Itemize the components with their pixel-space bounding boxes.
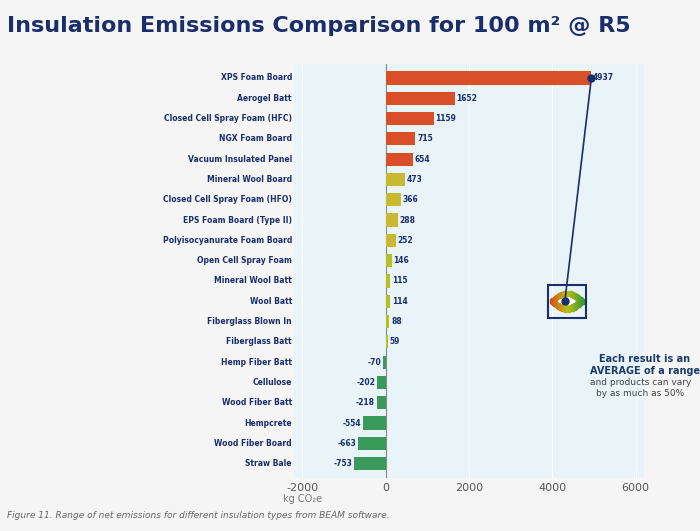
Bar xyxy=(358,437,386,450)
Text: -202: -202 xyxy=(357,378,376,387)
Bar xyxy=(386,152,413,166)
Text: 715: 715 xyxy=(417,134,433,143)
Text: Open Cell Spray Foam: Open Cell Spray Foam xyxy=(197,256,292,265)
Text: Hemp Fiber Batt: Hemp Fiber Batt xyxy=(221,358,292,367)
Bar xyxy=(354,457,386,470)
Bar xyxy=(377,396,386,409)
Text: Polyisocyanurate Foam Board: Polyisocyanurate Foam Board xyxy=(162,236,292,245)
Text: and products can vary
by as much as 50%: and products can vary by as much as 50% xyxy=(590,379,691,398)
Bar xyxy=(386,295,391,308)
Bar xyxy=(386,92,454,105)
Bar xyxy=(386,193,401,207)
Text: Hempcrete: Hempcrete xyxy=(244,418,292,427)
Text: Closed Cell Spray Foam (HFO): Closed Cell Spray Foam (HFO) xyxy=(163,195,292,204)
Text: 146: 146 xyxy=(393,256,410,265)
Text: Vacuum Insulated Panel: Vacuum Insulated Panel xyxy=(188,155,292,164)
Text: 1159: 1159 xyxy=(435,114,456,123)
Text: Straw Bale: Straw Bale xyxy=(246,459,292,468)
Text: -218: -218 xyxy=(356,398,375,407)
Text: Aerogel Batt: Aerogel Batt xyxy=(237,94,292,102)
Text: Figure 11. Range of net emissions for different insulation types from BEAM softw: Figure 11. Range of net emissions for di… xyxy=(7,511,390,520)
Bar xyxy=(386,254,392,267)
Text: 115: 115 xyxy=(392,277,407,286)
Bar xyxy=(386,213,398,227)
Text: 88: 88 xyxy=(391,317,402,326)
Bar xyxy=(377,376,386,389)
Bar xyxy=(386,132,416,145)
Bar xyxy=(363,416,386,430)
Text: Fiberglass Batt: Fiberglass Batt xyxy=(226,337,292,346)
Bar xyxy=(386,112,434,125)
Bar xyxy=(386,234,396,247)
Text: Closed Cell Spray Foam (HFC): Closed Cell Spray Foam (HFC) xyxy=(164,114,292,123)
Text: 114: 114 xyxy=(392,297,408,306)
Text: 654: 654 xyxy=(414,155,430,164)
Bar xyxy=(383,356,386,369)
Text: NGX Foam Board: NGX Foam Board xyxy=(219,134,292,143)
Bar xyxy=(386,173,405,186)
Text: 473: 473 xyxy=(407,175,423,184)
Text: 366: 366 xyxy=(402,195,419,204)
Text: Insulation Emissions Comparison for 100 m² @ R5: Insulation Emissions Comparison for 100 … xyxy=(7,16,631,36)
Bar xyxy=(386,315,389,328)
Text: -753: -753 xyxy=(334,459,353,468)
Text: Cellulose: Cellulose xyxy=(253,378,292,387)
Bar xyxy=(386,71,592,84)
Bar xyxy=(386,335,388,348)
Text: 252: 252 xyxy=(398,236,414,245)
Text: Wood Fiber Board: Wood Fiber Board xyxy=(214,439,292,448)
Text: Wood Fiber Batt: Wood Fiber Batt xyxy=(222,398,292,407)
Text: XPS Foam Board: XPS Foam Board xyxy=(220,73,292,82)
Text: Mineral Wool Batt: Mineral Wool Batt xyxy=(214,277,292,286)
Bar xyxy=(386,275,391,288)
Text: 288: 288 xyxy=(399,216,415,225)
Text: 59: 59 xyxy=(390,337,400,346)
Text: -70: -70 xyxy=(368,358,381,367)
Text: 4937: 4937 xyxy=(593,73,614,82)
Text: Each result is an
AVERAGE of a range: Each result is an AVERAGE of a range xyxy=(590,354,700,375)
Text: -663: -663 xyxy=(337,439,356,448)
Text: -554: -554 xyxy=(342,418,361,427)
Text: Wool Batt: Wool Batt xyxy=(249,297,292,306)
Text: Fiberglass Blown In: Fiberglass Blown In xyxy=(207,317,292,326)
Text: EPS Foam Board (Type II): EPS Foam Board (Type II) xyxy=(183,216,292,225)
Text: 1652: 1652 xyxy=(456,94,477,102)
Text: kg CO₂e: kg CO₂e xyxy=(283,494,322,504)
Text: Mineral Wool Board: Mineral Wool Board xyxy=(206,175,292,184)
Bar xyxy=(548,285,586,318)
